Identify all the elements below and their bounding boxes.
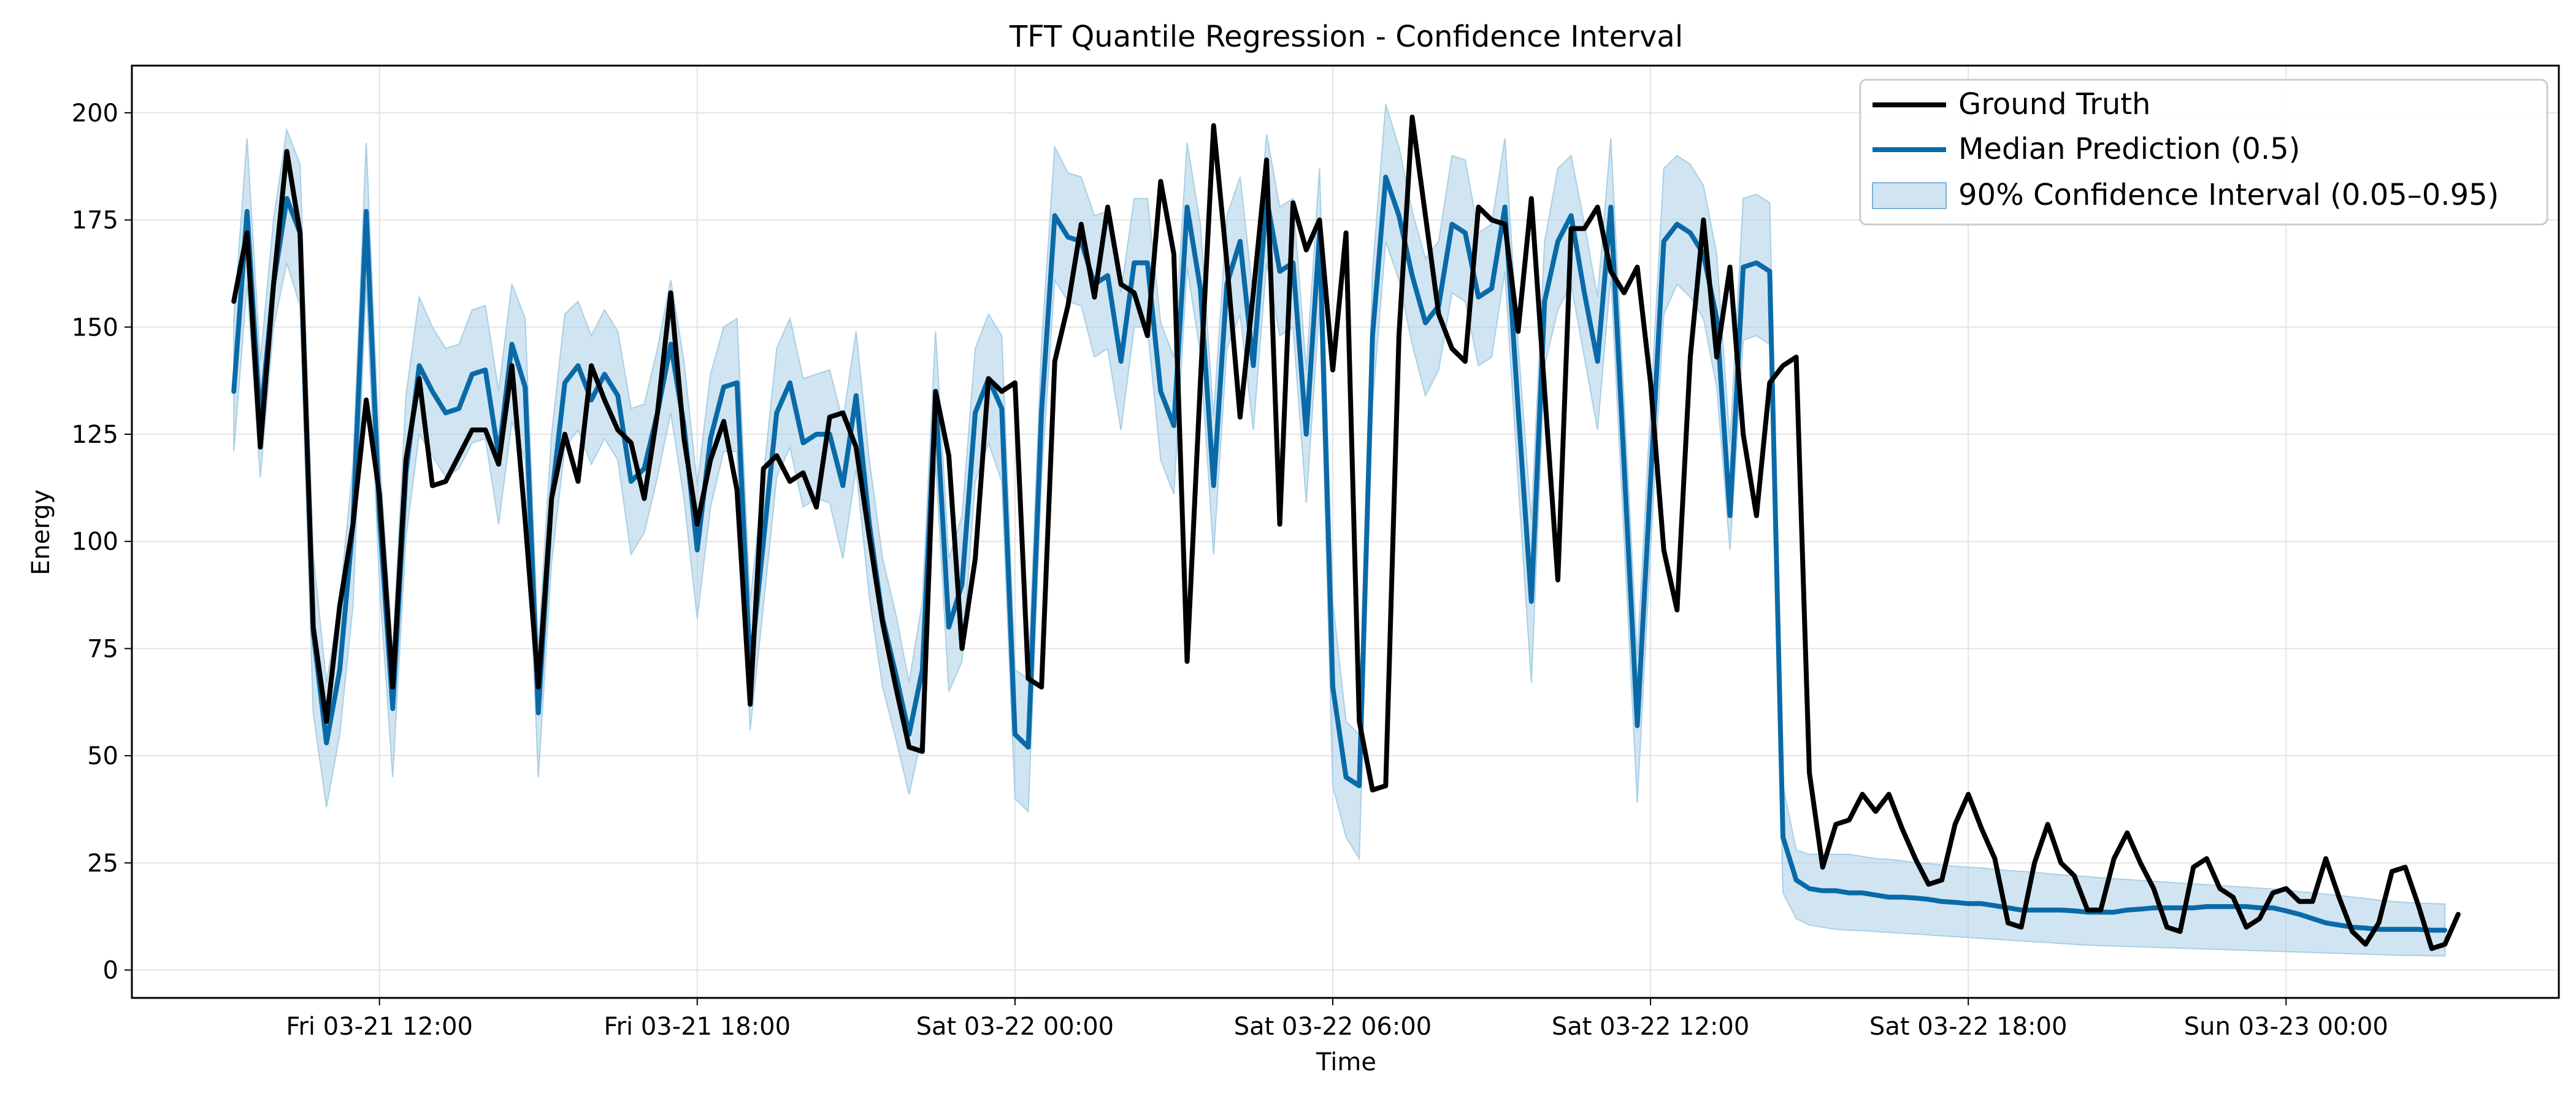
legend-band-swatch — [1872, 182, 1947, 209]
legend-band-label: 90% Confidence Interval (0.05–0.95) — [1958, 178, 2499, 212]
y-tick-label: 100 — [72, 528, 118, 556]
y-tick-label: 75 — [87, 635, 118, 663]
x-tick-label: Fri 03-21 18:00 — [604, 1013, 791, 1041]
x-axis-ticks: Fri 03-21 12:00 Fri 03-21 18:00 Sat 03-22 … — [286, 998, 2388, 1041]
median-prediction-line — [231, 174, 2448, 933]
y-tick-label: 25 — [87, 849, 118, 878]
ground-truth-line — [231, 114, 2461, 951]
x-tick-label: Sat 03-22 12:00 — [1552, 1013, 1750, 1041]
y-tick-label: 125 — [72, 421, 118, 449]
y-tick-label: 150 — [72, 313, 118, 342]
y-tick-label: 200 — [72, 99, 118, 128]
y-tick-label: 175 — [72, 207, 118, 235]
x-tick-label: Sat 03-22 06:00 — [1234, 1013, 1432, 1041]
x-tick-label: Sat 03-22 18:00 — [1869, 1013, 2068, 1041]
legend-ground-truth-label: Ground Truth — [1958, 87, 2150, 121]
legend: Ground Truth Median Prediction (0.5) 90%… — [1859, 79, 2548, 226]
chart-title: TFT Quantile Regression - Confidence Int… — [1009, 20, 1683, 54]
y-tick-label: 50 — [87, 742, 118, 770]
y-axis-label: Energy — [27, 489, 55, 575]
x-tick-label: Sat 03-22 00:00 — [916, 1013, 1114, 1041]
y-axis-ticks: 0 25 50 75 100 125 150 175 200 — [72, 99, 132, 985]
confidence-band-area — [233, 104, 2446, 957]
x-tick-label: Sun 03-23 00:00 — [2184, 1013, 2388, 1041]
plot-area-frame — [131, 64, 2560, 999]
series-lines — [231, 114, 2461, 951]
x-axis-label: Time — [1316, 1048, 1376, 1076]
x-tick-label: Fri 03-21 12:00 — [286, 1013, 473, 1041]
confidence-band — [233, 104, 2446, 957]
y-tick-label: 0 — [103, 957, 118, 985]
legend-median-label: Median Prediction (0.5) — [1958, 132, 2300, 166]
legend-box — [1859, 79, 2548, 226]
